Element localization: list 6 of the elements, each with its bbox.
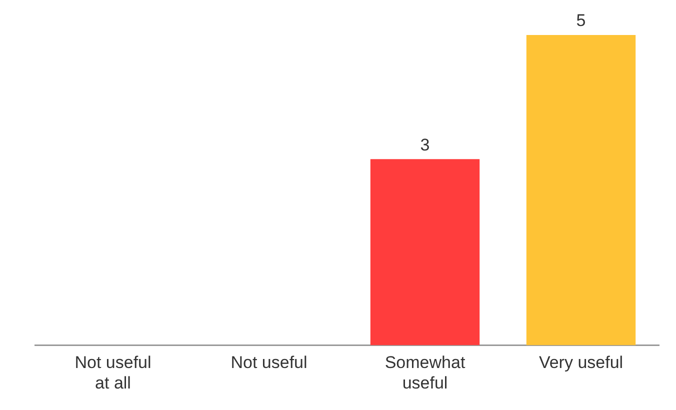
data-label: 5 [576,11,586,30]
x-tick-label: Not useful at all [74,353,152,392]
x-tick-label: Very useful [538,353,624,372]
data-label: 3 [420,135,430,154]
x-tick-label: Somewhat useful [384,353,466,392]
x-tick-label: Not useful [230,353,308,372]
